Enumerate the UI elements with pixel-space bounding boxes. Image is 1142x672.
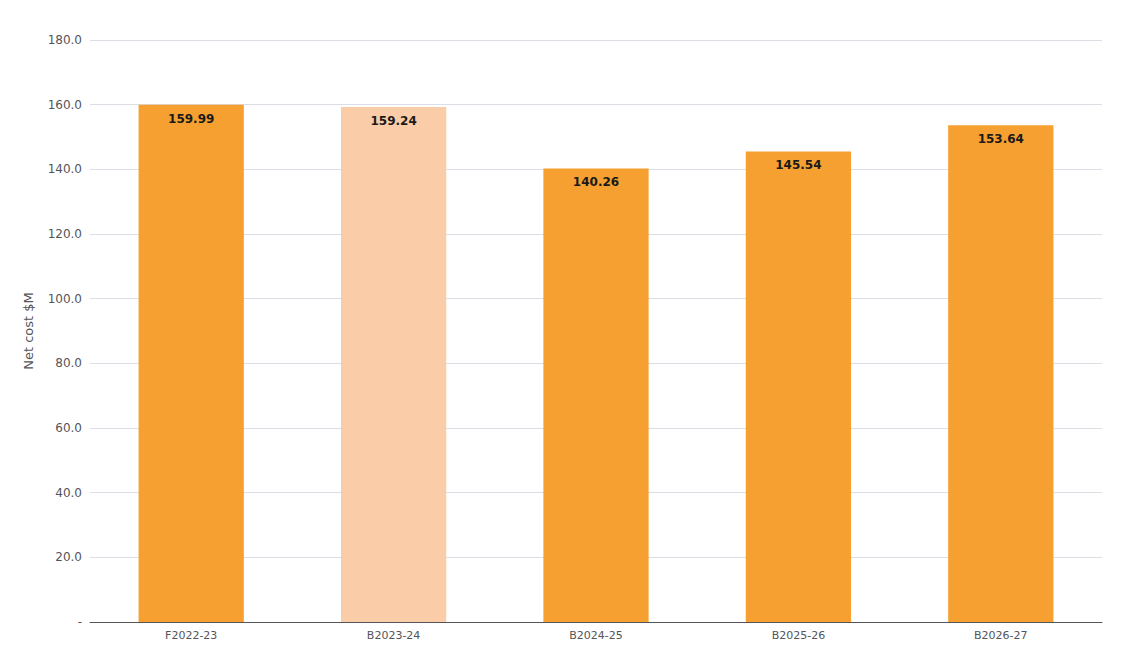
svg-text:B2024-25: B2024-25 xyxy=(569,629,623,642)
svg-text:B2025-26: B2025-26 xyxy=(772,629,826,642)
svg-text:153.64: 153.64 xyxy=(978,132,1024,146)
svg-text:140.26: 140.26 xyxy=(573,175,619,189)
svg-text:180.0: 180.0 xyxy=(48,33,82,47)
svg-text:160.0: 160.0 xyxy=(48,98,82,112)
svg-text:145.54: 145.54 xyxy=(775,158,821,172)
svg-text:159.24: 159.24 xyxy=(370,114,416,128)
svg-text:Net cost $M: Net cost $M xyxy=(21,292,36,370)
svg-text:80.0: 80.0 xyxy=(55,356,82,370)
svg-text:120.0: 120.0 xyxy=(48,227,82,241)
svg-text:100.0: 100.0 xyxy=(48,292,82,306)
svg-text:159.99: 159.99 xyxy=(168,112,214,126)
svg-text:20.0: 20.0 xyxy=(55,550,82,564)
svg-text:40.0: 40.0 xyxy=(55,486,82,500)
svg-text:60.0: 60.0 xyxy=(55,421,82,435)
svg-text:B2026-27: B2026-27 xyxy=(974,629,1028,642)
svg-text:B2023-24: B2023-24 xyxy=(367,629,421,642)
svg-text:-: - xyxy=(78,615,82,629)
svg-text:140.0: 140.0 xyxy=(48,162,82,176)
svg-text:F2022-23: F2022-23 xyxy=(165,629,217,642)
